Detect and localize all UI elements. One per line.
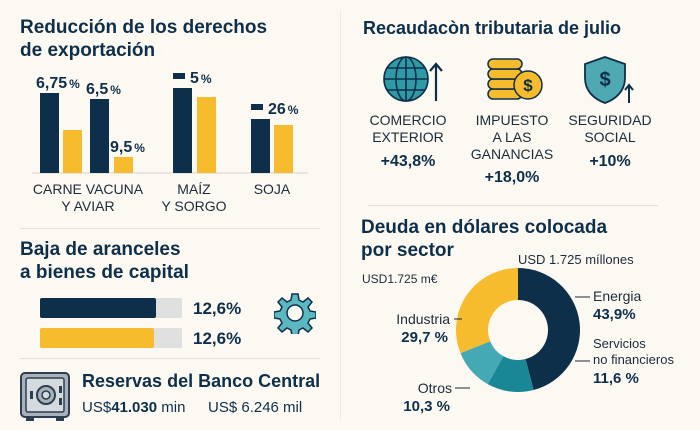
label-line: IMPUESTO bbox=[475, 112, 549, 128]
label-line: EXTERIOR bbox=[372, 129, 444, 145]
donut-slice bbox=[460, 341, 504, 385]
tax-item-ganancias: IMPUESTO A LAS GANANCIAS +18,0% bbox=[462, 112, 562, 186]
tariff-bar-2 bbox=[40, 328, 182, 348]
tax-value: +10% bbox=[589, 153, 631, 170]
export-duties-title: Reducción de los derechos de exportación bbox=[20, 16, 267, 62]
marker-dash bbox=[251, 104, 263, 110]
bar-value-label: 9,5% bbox=[110, 139, 145, 156]
tariff-bar-fill bbox=[40, 298, 157, 318]
currency: US$ bbox=[82, 399, 112, 416]
amount: 41.030 bbox=[111, 399, 158, 416]
slice-value: 10,3 % bbox=[403, 398, 450, 415]
title-line: de exportación bbox=[20, 40, 156, 61]
tax-value: +43,8% bbox=[380, 153, 436, 170]
title-line: Baja de aranceles bbox=[20, 239, 181, 260]
slice-value: 29,7 % bbox=[401, 329, 448, 346]
bar bbox=[197, 97, 216, 173]
tax-item-seguridad: SEGURIDAD SOCIAL +10% bbox=[560, 112, 660, 170]
tariff-value-1: 12,6% bbox=[193, 299, 242, 318]
donut-subtitle: USD1.725 m€ bbox=[362, 272, 438, 286]
bar-value-label: 6,75% bbox=[36, 75, 80, 92]
bar-value-label: 6,5% bbox=[86, 81, 121, 98]
category-label: SOJA bbox=[254, 181, 291, 197]
title-line: Deuda en dólares colocada bbox=[361, 217, 608, 238]
donut-slice bbox=[518, 268, 580, 391]
bar-value-label: 26% bbox=[268, 101, 299, 118]
donut-slice bbox=[487, 356, 534, 392]
reserves-value-2: US$ 6.246 mil bbox=[208, 399, 303, 416]
marker-dash bbox=[173, 73, 185, 79]
divider bbox=[20, 228, 320, 229]
svg-text:$: $ bbox=[599, 69, 610, 91]
title-line: a bienes de capital bbox=[20, 262, 189, 283]
label-line: COMERCIO bbox=[369, 112, 447, 128]
gear-icon bbox=[274, 293, 316, 334]
column-divider bbox=[340, 10, 341, 420]
reserves-value-1: US$41.030 min bbox=[82, 399, 185, 416]
label-line: SOCIAL bbox=[584, 129, 636, 145]
tariffs-title: Baja de aranceles a bienes de capital bbox=[20, 238, 189, 284]
slice-name: Otros bbox=[418, 380, 452, 396]
tax-item-comercio: COMERCIO EXTERIOR +43,8% bbox=[358, 112, 458, 170]
reserves-title: Reservas del Banco Central bbox=[82, 371, 321, 391]
bar bbox=[114, 157, 133, 173]
tariff-value-2: 12,6% bbox=[193, 329, 242, 348]
divider bbox=[368, 205, 658, 206]
divider bbox=[20, 358, 320, 359]
slice-name: Industria bbox=[396, 311, 450, 327]
safe-icon bbox=[20, 372, 70, 421]
bar bbox=[173, 88, 192, 173]
category-label: Y AVIAR bbox=[61, 198, 114, 214]
tariff-bar-1 bbox=[40, 298, 182, 318]
slice-name: Energia bbox=[593, 288, 641, 304]
bar bbox=[63, 130, 82, 173]
slice-name: no financieros bbox=[593, 352, 674, 367]
debt-donut-chart: USD 1.725 míllones USD1.725 m€ Energia 43,9… bbox=[362, 252, 674, 415]
bar bbox=[40, 93, 59, 173]
category-label: Y SORGO bbox=[161, 198, 226, 214]
tax-title: Recaudacòn tributaria de julio bbox=[363, 18, 622, 38]
tax-value: +18,0% bbox=[484, 169, 540, 186]
svg-text:$: $ bbox=[523, 76, 533, 95]
slice-name: Servicios bbox=[593, 336, 646, 351]
coins-dollar-icon: $ bbox=[487, 58, 543, 100]
debt-title: Deuda en dólares colocada por sector bbox=[361, 216, 607, 262]
slice-value: 11,6 % bbox=[593, 370, 639, 387]
shield-dollar-icon: $ bbox=[584, 56, 634, 104]
bar bbox=[274, 125, 293, 173]
slice-value: 43,9% bbox=[593, 306, 636, 323]
tariff-bar-fill bbox=[40, 328, 154, 348]
globe-arrow-up-icon bbox=[383, 56, 443, 102]
donut-slice bbox=[456, 268, 518, 354]
label-line: A LAS bbox=[492, 129, 532, 145]
title-line: por sector bbox=[361, 240, 454, 261]
category-label: CARNE VACUNA bbox=[33, 181, 144, 197]
bar-value-label: 5% bbox=[190, 70, 212, 87]
bar bbox=[90, 99, 109, 173]
label-line: SEGURIDAD bbox=[568, 112, 652, 128]
title-line: Reducción de los derechos bbox=[20, 17, 268, 38]
donut-total-label: USD 1.725 míllones bbox=[518, 252, 634, 267]
category-label: MAÍZ bbox=[177, 181, 211, 197]
unit: min bbox=[161, 399, 186, 416]
label-line: GANANCIAS bbox=[470, 146, 554, 162]
bar bbox=[251, 119, 270, 173]
